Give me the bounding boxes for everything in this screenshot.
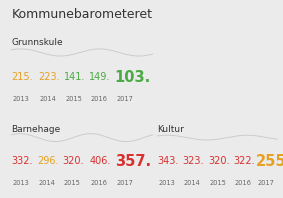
Text: 2014: 2014 (184, 180, 201, 186)
Text: 2013: 2013 (158, 180, 175, 186)
Text: 2014: 2014 (40, 96, 57, 102)
Text: 149.: 149. (89, 72, 111, 82)
Text: 2013: 2013 (13, 96, 29, 102)
Text: 255.: 255. (256, 154, 283, 169)
Text: 215.: 215. (11, 72, 33, 82)
Text: 296.: 296. (37, 156, 58, 166)
Text: 323.: 323. (183, 156, 204, 166)
Text: 320.: 320. (62, 156, 84, 166)
Text: 2015: 2015 (64, 180, 81, 186)
Text: Kommunebarometeret: Kommunebarometeret (11, 8, 152, 21)
Text: 103.: 103. (115, 70, 151, 85)
Text: 223.: 223. (38, 72, 60, 82)
Text: 2017: 2017 (116, 96, 133, 102)
Text: 2017: 2017 (258, 180, 275, 186)
Text: 2016: 2016 (235, 180, 252, 186)
Text: 2016: 2016 (91, 180, 108, 186)
Text: 2016: 2016 (91, 96, 108, 102)
Text: 2015: 2015 (209, 180, 226, 186)
Text: 2017: 2017 (116, 180, 133, 186)
Text: 2015: 2015 (65, 96, 82, 102)
Text: 332.: 332. (11, 156, 33, 166)
Text: 322.: 322. (233, 156, 255, 166)
Text: Grunnskule: Grunnskule (11, 38, 63, 47)
Text: 2014: 2014 (38, 180, 55, 186)
Text: 320.: 320. (208, 156, 230, 166)
Text: 2013: 2013 (13, 180, 29, 186)
Text: 357.: 357. (115, 154, 151, 169)
Text: 343.: 343. (157, 156, 179, 166)
Text: 406.: 406. (89, 156, 111, 166)
Text: Barnehage: Barnehage (11, 125, 61, 134)
Text: 141.: 141. (64, 72, 85, 82)
Text: Kultur: Kultur (157, 125, 184, 134)
